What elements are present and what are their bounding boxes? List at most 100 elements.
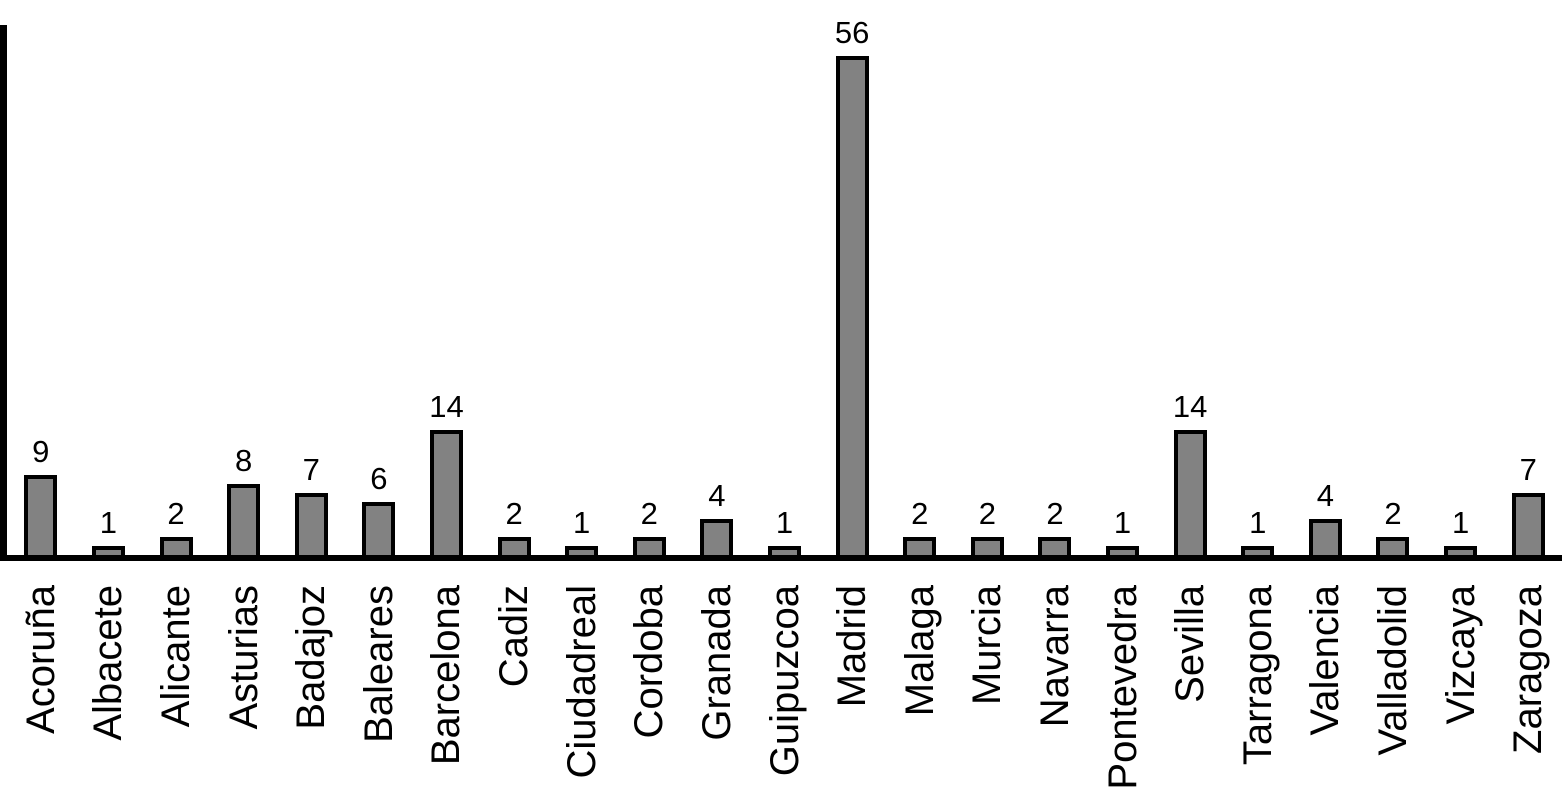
- x-tick-label: Vizcaya: [1438, 585, 1483, 725]
- x-tick-label: Sevilla: [1168, 585, 1213, 703]
- bar-cell: 14: [413, 391, 481, 555]
- x-tick-cell: Ciudadreal: [548, 585, 616, 806]
- bar: [1173, 430, 1207, 555]
- x-tick-label: Ciudadreal: [559, 585, 604, 779]
- bar-cell: 9: [7, 436, 75, 555]
- bar: [1106, 546, 1140, 555]
- x-tick-cell: Cordoba: [615, 585, 683, 806]
- bar-cell: 7: [1494, 454, 1562, 555]
- bar-cell: 2: [954, 498, 1022, 555]
- bar-cell: 2: [886, 498, 954, 555]
- bar-value-label: 14: [429, 389, 464, 424]
- x-tick-label: Badajoz: [289, 585, 334, 730]
- x-tick-label: Acoruña: [18, 585, 63, 734]
- bar: [1038, 537, 1072, 555]
- bar-value-label: 2: [167, 496, 185, 531]
- bar-cell: 14: [1156, 391, 1224, 555]
- bar: [768, 546, 801, 555]
- x-tick-label: Navarra: [1032, 585, 1077, 728]
- x-tick-cell: Cadiz: [480, 585, 548, 806]
- bar: [429, 430, 463, 555]
- bar-value-label: 14: [1172, 389, 1208, 424]
- bar-value-label: 2: [1384, 496, 1402, 531]
- bar-cell: 6: [345, 463, 413, 555]
- x-tick-label: Asturias: [221, 585, 266, 730]
- x-tick-cell: Guipuzcoa: [751, 585, 819, 806]
- x-tick-label: Albacete: [86, 585, 131, 741]
- bar-value-label: 1: [1249, 505, 1267, 540]
- bar: [1376, 537, 1410, 555]
- x-tick-cell: Pontevedra: [1089, 585, 1157, 806]
- x-tick-cell: Baleares: [345, 585, 413, 806]
- bar-cell: 1: [751, 507, 819, 555]
- bar-value-label: 6: [370, 461, 388, 496]
- x-tick-cell: Valladolid: [1359, 585, 1427, 806]
- bar-value-label: 4: [1316, 478, 1334, 513]
- x-axis-line: [0, 555, 1562, 561]
- bar-cell: 2: [615, 498, 683, 555]
- x-tick-label: Zaragoza: [1506, 585, 1551, 754]
- bar-value-label: 2: [640, 496, 658, 531]
- bar: [1444, 546, 1478, 555]
- bar-value-label: 56: [834, 15, 870, 50]
- bar: [970, 537, 1004, 555]
- bar-value-label: 1: [573, 505, 591, 540]
- bar-value-label: 9: [32, 434, 50, 469]
- bar: [497, 537, 531, 555]
- x-tick-label: Valencia: [1303, 585, 1348, 736]
- x-tick-cell: Zaragoza: [1494, 585, 1562, 806]
- bar-value-label: 7: [1519, 452, 1537, 487]
- bar: [565, 546, 599, 555]
- bar: [632, 537, 666, 555]
- bar: [294, 493, 328, 555]
- bar-value-label: 7: [302, 452, 320, 487]
- bar-value-label: 1: [1451, 505, 1470, 540]
- bar-value-label: 2: [505, 496, 523, 531]
- x-tick-cell: Asturias: [210, 585, 278, 806]
- bar-cell: 1: [548, 507, 616, 555]
- bar: [1308, 519, 1342, 555]
- bar-value-label: 1: [1113, 505, 1132, 540]
- x-tick-cell: Malaga: [886, 585, 954, 806]
- x-tick-cell: Murcia: [954, 585, 1022, 806]
- x-tick-cell: Sevilla: [1156, 585, 1224, 806]
- bar-value-label: 1: [775, 505, 794, 540]
- x-tick-label: Barcelona: [424, 585, 469, 766]
- bar-cell: 2: [142, 498, 210, 555]
- bar-cell: 8: [210, 445, 278, 555]
- bar-cell: 7: [277, 454, 345, 555]
- y-axis-line: [0, 25, 7, 561]
- bar-cell: 1: [1224, 507, 1292, 555]
- x-tick-cell: Madrid: [818, 585, 886, 806]
- bar-value-label: 2: [911, 496, 929, 531]
- x-tick-label: Valladolid: [1370, 585, 1415, 756]
- bar: [159, 537, 193, 555]
- bar: [1241, 546, 1275, 555]
- bar-value-label: 1: [99, 505, 118, 540]
- bar: [24, 475, 58, 555]
- x-tick-label: Pontevedra: [1100, 585, 1145, 790]
- bar-cell: 1: [1427, 507, 1495, 555]
- bar: [362, 502, 396, 555]
- bar: [700, 519, 734, 555]
- x-tick-label: Alicante: [154, 585, 199, 728]
- bar: [227, 484, 261, 555]
- bar-cell: 4: [683, 480, 751, 555]
- bar: [835, 56, 869, 555]
- x-tick-labels: Acoruña Albacete Alicante Asturias Badajoz Ba…: [7, 585, 1562, 806]
- bar-value-label: 8: [235, 443, 253, 478]
- bar-value-label: 4: [708, 478, 726, 513]
- bar-cell: 1: [1089, 507, 1157, 555]
- bar-value-label: 2: [978, 496, 996, 531]
- x-tick-label: Tarragona: [1235, 585, 1280, 766]
- x-tick-label: Guipuzcoa: [762, 585, 807, 777]
- bar-cell: 2: [1359, 498, 1427, 555]
- bar-cell: 4: [1292, 480, 1360, 555]
- x-tick-cell: Navarra: [1021, 585, 1089, 806]
- x-tick-cell: Albacete: [75, 585, 143, 806]
- x-tick-cell: Acoruña: [7, 585, 75, 806]
- x-tick-label: Baleares: [356, 585, 401, 743]
- x-tick-cell: Badajoz: [277, 585, 345, 806]
- x-tick-cell: Vizcaya: [1427, 585, 1495, 806]
